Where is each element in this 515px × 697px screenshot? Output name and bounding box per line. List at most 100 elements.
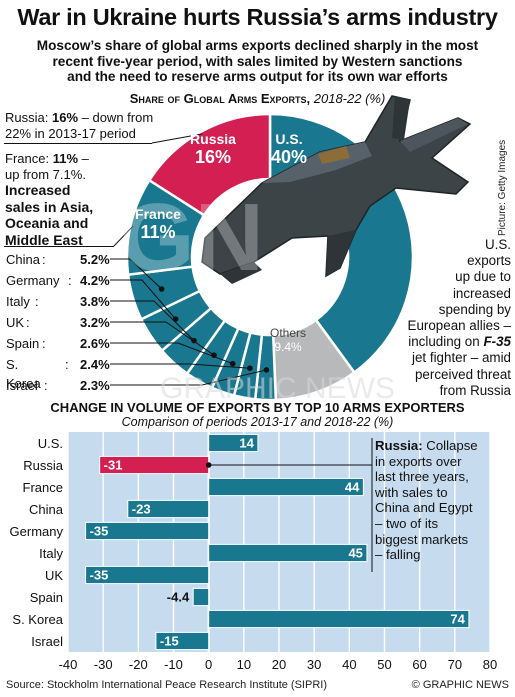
label-connectors [110,133,270,386]
us-slice-name: U.S. [275,131,303,147]
france-slice-label: France 11% [126,206,190,243]
france-note-line2: up from 7.1%. [5,166,86,182]
category-label-israel: Israel [31,634,63,649]
russia-bar-note-line: – falling [375,547,421,563]
russia-note-line2: 22% in 2013-17 period [5,125,136,141]
bar-spain [192,587,210,607]
russia-bar-note-line: Collapse [422,438,478,453]
bar-value-label-israel: -15 [160,634,179,649]
x-tick-label: 10 [237,657,251,672]
russia-slice-name: Russia [190,131,236,147]
x-tick-label: -20 [129,657,148,672]
russia-bar-note-line: China and Egypt [375,500,473,516]
bar-s-korea [208,609,470,629]
leader-line-france [113,225,134,247]
donut-slice-russia [147,112,272,217]
leader-line-spain [110,342,233,365]
leader-line-italy [110,300,195,341]
category-label-uk: UK [45,568,63,583]
france-note-value: 11% [52,151,79,166]
us-note-line: including on [408,334,480,350]
category-label-france: France [23,480,63,495]
bar-value-label-france: 44 [345,480,360,495]
bar-section-subheading: Comparison of periods 2013-17 and 2018-2… [121,415,394,429]
category-label-italy: Italy [39,546,63,561]
leader-dot [229,360,236,367]
russia-bar-note-line: – two of its [375,515,439,531]
category-label-spain: Spain [30,590,63,605]
x-tick-label: 60 [412,657,426,672]
others-slice-value: 9.4% [274,340,302,354]
leader-line-germany [110,279,176,320]
france-note-leader [4,246,114,247]
leader-line-israel [110,369,267,386]
bar-israel [155,631,210,651]
exports-change-bar-chart: 14 -31 44 -23 -35 45 -35 -4.4 74 -15 U.S. Russia Fr… [10,432,498,672]
bar-section-heading: CHANGE IN VOLUME OF EXPORTS BY TOP 10 AR… [50,400,465,415]
watermark-gn: GN [120,184,264,291]
france-slice-name: France [135,206,181,222]
copyright: © GRAPHIC NEWS [411,679,509,691]
category-label-germany: Germany [10,524,64,539]
x-tick-label: 40 [342,657,356,672]
russia-bar-note: Russia: Collapse in exports over last th… [375,438,511,563]
x-tick-label: 50 [377,657,391,672]
x-tick-label: 30 [307,657,321,672]
x-tick-label: -30 [94,657,113,672]
russia-note-value: 16% [51,110,79,125]
category-label-china: China [29,502,64,517]
source-note: Source: Stockholm International Peace Re… [6,679,327,691]
bar-uk [85,565,210,585]
france-slice-value: 11% [140,222,176,242]
russia-bar-note-line: in exports over [375,453,462,469]
france-note-bold4: Middle East [5,231,83,248]
bar-value-label-germany: -35 [90,524,109,539]
x-tick-label: 80 [483,657,497,672]
russia-bar-note-line: last three years, [375,469,469,485]
us-note-jet: F-35 [483,334,511,350]
subtitle-line: Moscow’s share of global arms exports de… [36,38,479,53]
bar-value-label-s-korea: 74 [450,612,465,627]
share-donut-chart: GN GRAPHIC NEWS [110,95,472,400]
bar-value-label-uk: -35 [90,568,109,583]
subtitle-line: recent five-year period, with sales limi… [52,53,463,69]
russia-bar-note-line: biggest markets [375,531,469,547]
russia-slice-value: 16% [194,147,232,167]
pie-heading-text: Share of Global Arms Exports, [129,91,311,106]
x-tick-label: 20 [272,657,286,672]
category-label-russia: Russia [23,458,64,473]
x-tick-label: -40 [59,657,78,672]
us-slice-value: 40% [270,147,308,167]
bar-germany [85,521,210,541]
france-note-name: France: [5,151,50,166]
x-tick-label: 0 [205,657,212,672]
us-slice-label: U.S. 40% [260,131,318,168]
us-note-line: from Russia [439,382,511,398]
bar-value-label-italy: 45 [348,546,362,561]
us-note-line: increased [452,285,511,301]
bar-value-label-russia: -31 [104,458,123,473]
bar-x-tick-labels: -40 -30 -20 -10 0 10 20 30 40 50 60 70 80 [59,657,498,672]
others-slice-label: Others 9.4% [258,326,318,354]
leader-line-uk [110,321,215,356]
page-title: War in Ukraine hurts Russia’s arms indus… [17,4,498,30]
france-note: France: 11% – up from 7.1%. Increased sa… [5,151,93,248]
us-note-line: U.S. [484,237,511,252]
bar-u-s- [208,433,259,453]
france-note-bold1: Increased [5,182,71,199]
leader-dot [158,286,165,292]
leader-dot [247,365,253,371]
france-note-rest: – [78,151,89,166]
bar-italy [208,543,368,563]
others-slice-name: Others [269,326,306,340]
f35-jet-illustration [201,95,472,284]
russia-bar-note-line: with sales to [375,484,448,500]
photo-credit: Picture: Getty Images [497,139,508,236]
russia-slice-label: Russia 16% [186,131,240,168]
russia-note-name: Russia: [5,110,49,125]
us-note-line: European allies – [407,318,511,334]
russia-note: Russia: 16% – down from 22% in 2013-17 p… [5,110,153,141]
leader-dot [263,367,270,373]
russia-annotation-dot [205,462,212,468]
leader-line-russia [151,133,203,144]
